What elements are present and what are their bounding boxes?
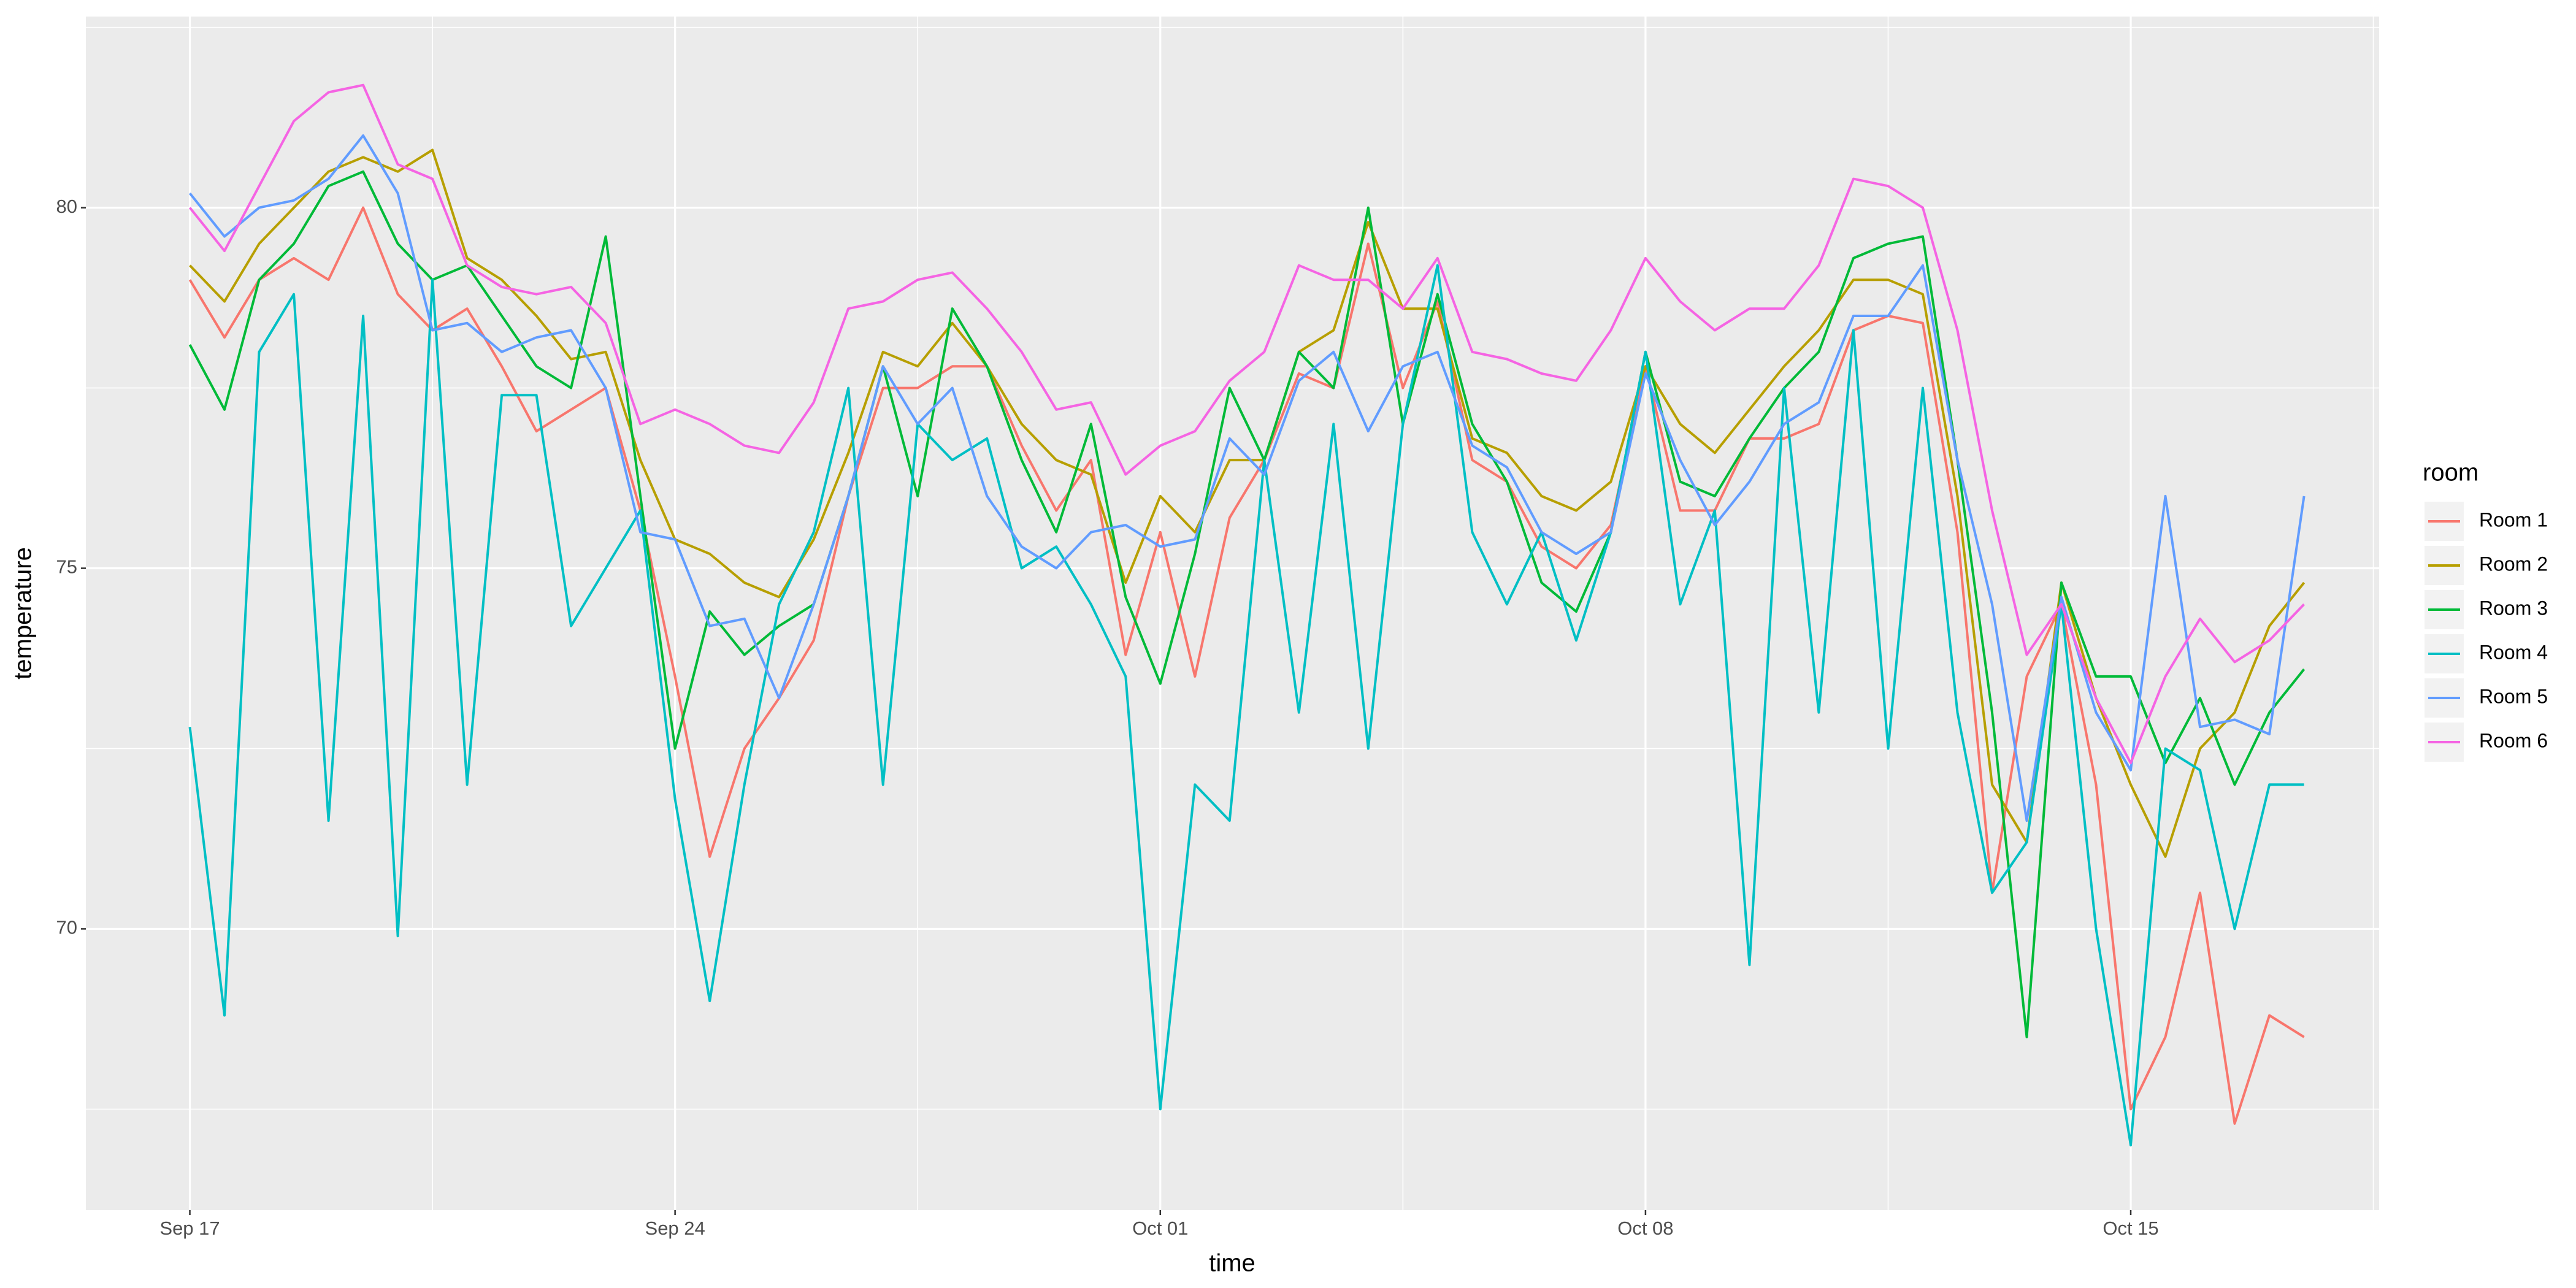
y-tick-label: 80 (56, 196, 77, 217)
x-axis-title: time (1209, 1250, 1255, 1277)
y-tick-label: 75 (56, 556, 77, 578)
legend-label: Room 5 (2479, 685, 2548, 707)
axes: 70 75 80 Sep 17 Sep 24 Oct 01 Oct 08 Oct 15 (56, 196, 2159, 1239)
line-series (188, 264, 2304, 1147)
legend-label: Room 2 (2479, 553, 2548, 575)
line-series (188, 83, 2306, 764)
lines (188, 83, 2306, 1147)
legend-label: Room 6 (2479, 729, 2548, 751)
legend-label: Room 1 (2479, 508, 2548, 531)
x-tick-label: Oct 15 (2103, 1217, 2158, 1239)
line-series (189, 148, 2306, 858)
y-axis-title: temperature (10, 547, 37, 680)
grid (86, 17, 2379, 1210)
x-tick-label: Oct 01 (1132, 1217, 1188, 1239)
legend-title: room (2423, 459, 2478, 486)
y-tick-label: 70 (56, 917, 77, 938)
line-series (188, 134, 2306, 822)
panel (86, 17, 2379, 1210)
legend: room Room 1 Room 2 Room 3 Room 4 Room 5 Room … (2423, 459, 2548, 762)
x-tick-label: Sep 24 (645, 1217, 705, 1239)
x-tick-label: Oct 08 (1617, 1217, 1673, 1239)
legend-label: Room 3 (2479, 597, 2548, 619)
x-tick-label: Sep 17 (159, 1217, 220, 1239)
legend-label: Room 4 (2479, 641, 2548, 663)
